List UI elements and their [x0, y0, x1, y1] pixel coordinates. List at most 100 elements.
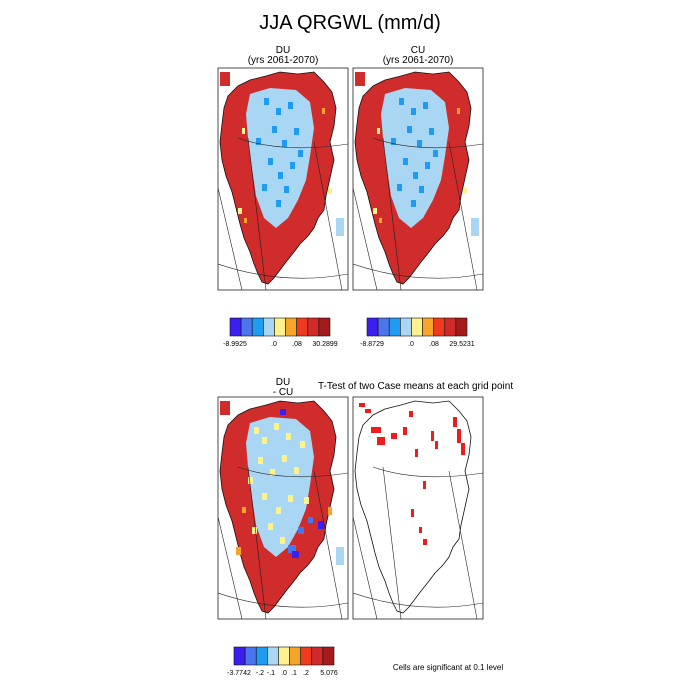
colorbar-tick-label: -.1: [267, 670, 275, 677]
grid-cell: [280, 537, 285, 544]
longitude-line: [313, 470, 343, 619]
grid-cell: [379, 218, 382, 223]
main-title: JJA QRGWL (mm/d): [259, 12, 441, 34]
colorbar-swatch: [311, 646, 324, 666]
colorbar-swatch: [255, 646, 268, 666]
colorbar-swatch: [244, 646, 257, 666]
colorbar-swatch: [388, 317, 401, 337]
map-frame: [217, 67, 349, 291]
significant-cell: [359, 403, 365, 407]
panel-title-ttest: T-Test of two Case means at each grid po…: [318, 382, 518, 392]
grid-cell: [429, 128, 434, 135]
colorbar-swatch: [229, 317, 242, 337]
significance-note: Cells are significant at 0.1 level: [393, 663, 504, 672]
colorbar-swatch: [455, 317, 468, 337]
colorbar-swatch: [318, 317, 331, 337]
colorbar-tick-label: .2: [303, 670, 309, 677]
map-panel-cu: [353, 71, 483, 290]
latitude-line: [218, 592, 348, 608]
grid-cell: [397, 184, 402, 191]
ice-sheet-interior: [246, 88, 314, 228]
colorbar-tick-label: -.2: [256, 670, 264, 677]
colorbar-tick-label: .0: [281, 670, 287, 677]
grid-cell: [298, 527, 304, 534]
grid-cell: [282, 455, 287, 462]
significant-cell: [461, 443, 465, 455]
grid-cell: [391, 138, 396, 145]
map-panel-ttest: [353, 400, 483, 619]
longitude-line: [448, 470, 478, 619]
colorbar-swatch: [411, 317, 423, 337]
grid-cell: [463, 188, 467, 194]
grid-cell: [264, 98, 269, 105]
latitude-line: [372, 137, 483, 149]
grid-cell: [290, 162, 295, 169]
panel-title-du-line1: DU: [275, 45, 291, 56]
map-panel-diff: [218, 400, 348, 619]
colorbar-cu: -8.8729 .0 .08 29.5231: [360, 317, 475, 348]
colorbar-tick-label: 29.5231: [449, 341, 474, 348]
grid-cell: [256, 138, 261, 145]
grid-cell: [268, 523, 273, 530]
grid-cell: [278, 172, 283, 179]
significant-cell: [391, 433, 397, 439]
grid-cell: [242, 507, 246, 513]
colorbar-diff: -3.7742 -.2 -.1 .0 .1 .2 5.076: [227, 646, 338, 677]
grid-cell: [238, 208, 242, 214]
colorbar-swatch: [366, 317, 379, 337]
grid-cell: [292, 551, 299, 558]
greenland-outline: [354, 400, 472, 614]
panel-title-diff-line1: DU: [275, 377, 291, 388]
colorbar-tick-label: .08: [292, 341, 302, 348]
grid-cell: [286, 433, 291, 440]
grid-cell: [258, 457, 263, 464]
latitude-line: [372, 466, 483, 478]
colorbar-swatch: [300, 646, 313, 666]
colorbar-swatch: [377, 317, 390, 337]
grid-cell: [403, 158, 408, 165]
grid-cell: [276, 507, 281, 514]
grid-cell: [262, 184, 267, 191]
grid-cell: [294, 467, 299, 474]
grid-cell: [280, 409, 286, 415]
panel-title-du: DU (yrs 2061-2070): [218, 46, 348, 66]
grid-cell: [425, 162, 430, 169]
grid-cell: [270, 469, 275, 476]
colorbar-tick-label: -8.9925: [223, 341, 247, 348]
colorbar-swatch: [422, 317, 434, 337]
significant-cell: [435, 441, 438, 449]
grid-cell: [318, 521, 324, 529]
grid-cell: [457, 108, 460, 114]
panel-title-ttest-line1: T-Test of two Case means at each grid po…: [318, 381, 514, 392]
grid-cell: [288, 102, 293, 109]
grid-cell: [328, 188, 332, 194]
grid-cell: [276, 108, 281, 115]
colorbar-tick-label: -8.8729: [360, 341, 384, 348]
colorbar-swatch: [289, 646, 301, 666]
significant-cell: [423, 481, 426, 489]
latitude-line: [218, 263, 348, 279]
significant-cell: [423, 539, 427, 545]
longitude-line: [247, 137, 267, 290]
colorbar-tick-label: .0: [271, 341, 277, 348]
latitude-line: [353, 263, 483, 279]
grid-cell: [377, 128, 380, 134]
longitude-line: [353, 187, 378, 290]
map-panel-du: [218, 71, 348, 290]
grid-cell: [417, 140, 422, 147]
grid-cell: [411, 200, 416, 207]
grid-cell: [236, 547, 241, 555]
map-frame: [352, 67, 484, 291]
grid-cell: [252, 527, 257, 534]
grid-cell: [300, 441, 305, 448]
colorbar-tick-label: 5.076: [320, 670, 338, 677]
grid-cell: [322, 108, 325, 114]
grid-cell: [433, 150, 438, 157]
grid-cell: [407, 126, 412, 133]
panel-title-cu-line2: (yrs 2061-2070): [382, 55, 454, 66]
island: [336, 547, 344, 565]
colorbar-swatch: [274, 317, 286, 337]
significant-cell: [453, 417, 457, 427]
colorbar-swatch: [307, 317, 320, 337]
longitude-line: [218, 187, 243, 290]
